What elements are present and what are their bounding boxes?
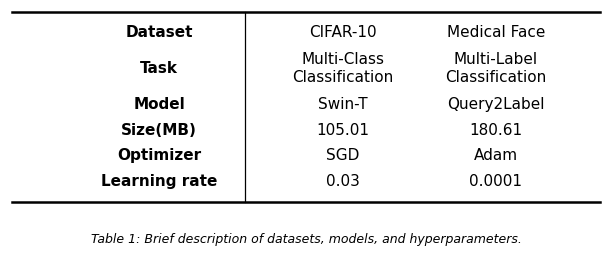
Text: 0.03: 0.03 — [326, 174, 360, 189]
Text: Learning rate: Learning rate — [101, 174, 217, 189]
Text: CIFAR-10: CIFAR-10 — [309, 25, 376, 40]
Text: SGD: SGD — [326, 148, 359, 163]
Text: Swin-T: Swin-T — [318, 97, 368, 112]
Text: Task: Task — [140, 61, 178, 76]
Text: Table 1: Brief description of datasets, models, and hyperparameters.: Table 1: Brief description of datasets, … — [91, 233, 521, 246]
Text: Optimizer: Optimizer — [117, 148, 201, 163]
Text: Model: Model — [133, 97, 185, 112]
Text: Adam: Adam — [474, 148, 518, 163]
Text: Size(MB): Size(MB) — [121, 123, 197, 138]
Text: 180.61: 180.61 — [469, 123, 522, 138]
Text: Dataset: Dataset — [125, 25, 193, 40]
Text: 105.01: 105.01 — [316, 123, 369, 138]
Text: Medical Face: Medical Face — [447, 25, 545, 40]
Text: 0.0001: 0.0001 — [469, 174, 522, 189]
Text: Query2Label: Query2Label — [447, 97, 545, 112]
Text: Multi-Class
Classification: Multi-Class Classification — [292, 52, 394, 85]
Text: Multi-Label
Classification: Multi-Label Classification — [445, 52, 547, 85]
